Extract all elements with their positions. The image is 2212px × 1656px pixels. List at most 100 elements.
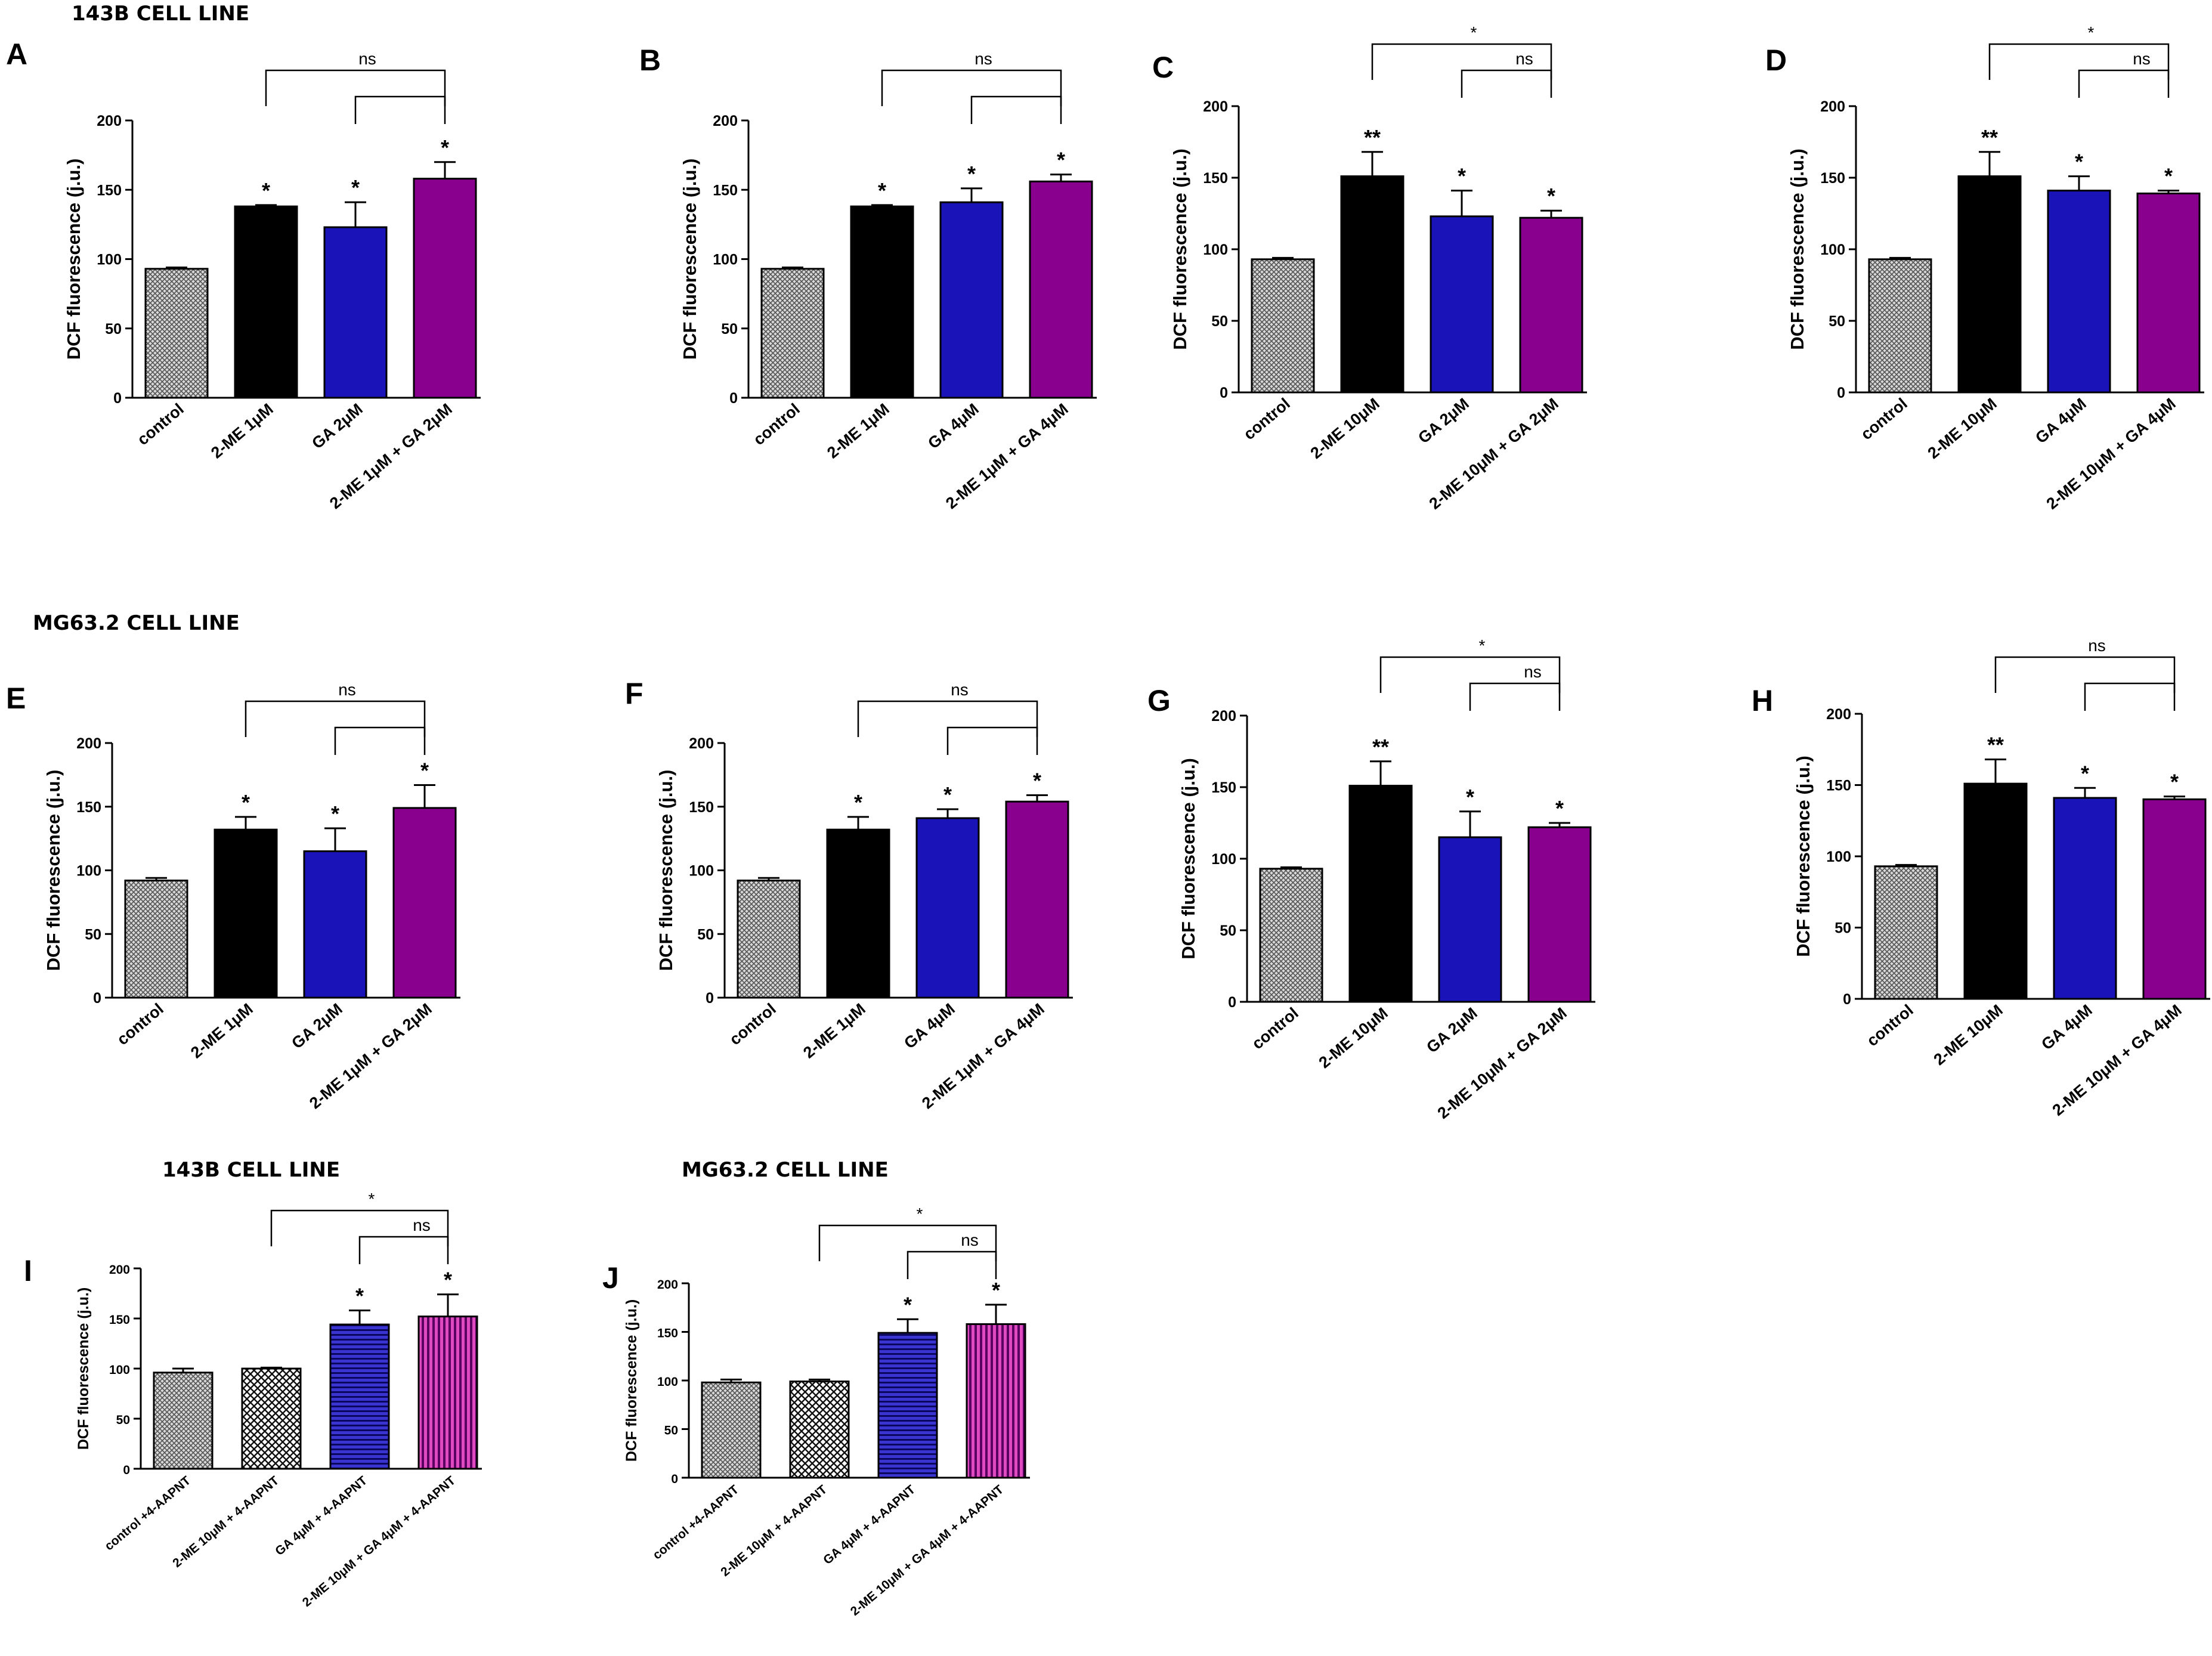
bar bbox=[124, 880, 188, 999]
category-label: control bbox=[1863, 1001, 1916, 1050]
bar bbox=[1874, 865, 1938, 1000]
error-bar bbox=[324, 827, 346, 852]
y-axis-title: DCF fluorescence (j.u.) bbox=[1170, 148, 1190, 350]
bar bbox=[1340, 175, 1404, 394]
chart-panel-a: A DCF fluorescence (j.u.) 0 50 100 150 200 cont… bbox=[6, 38, 481, 512]
bar bbox=[939, 201, 1004, 399]
category-label: control +4-AAPNT bbox=[650, 1482, 741, 1562]
category-label: control bbox=[1240, 395, 1293, 444]
significance-mark: * bbox=[1466, 785, 1474, 809]
section-title-143b-bottom: 143B CELL LINE bbox=[162, 1158, 340, 1182]
chart-panel-i: I DCF fluorescence (j.u.) 0 50 100 150 200 cont… bbox=[24, 1190, 482, 1609]
bar bbox=[1527, 826, 1592, 1003]
significance-mark: * bbox=[2081, 761, 2089, 785]
bracket-label: * bbox=[1479, 636, 1486, 655]
comparison-bracket bbox=[1994, 656, 2176, 693]
significance-mark: * bbox=[1555, 796, 1564, 821]
bar bbox=[144, 268, 209, 399]
significance-mark: * bbox=[420, 758, 429, 782]
comparison-bracket bbox=[334, 726, 426, 755]
y-tick-label: 50 bbox=[116, 1413, 130, 1427]
error-bar bbox=[897, 1318, 918, 1333]
y-tick-label: 50 bbox=[1220, 923, 1236, 939]
y-tick-label: 50 bbox=[105, 321, 122, 338]
error-bar bbox=[345, 201, 366, 228]
bar bbox=[877, 1332, 938, 1479]
y-tick-label: 0 bbox=[93, 990, 101, 1007]
y-tick-label: 200 bbox=[76, 735, 101, 752]
y-axis-title: DCF fluorescence (j.u.) bbox=[75, 1287, 92, 1450]
category-label: control bbox=[1857, 395, 1910, 444]
significance-mark: * bbox=[2170, 770, 2179, 794]
significance-mark: * bbox=[943, 782, 952, 807]
comparison-bracket bbox=[857, 700, 1038, 737]
y-tick-label: 0 bbox=[671, 1472, 678, 1486]
chart-panel-h: H DCF fluorescence (j.u.) 0 50 100 150 200 cont… bbox=[1752, 636, 2210, 1119]
panel-letter: G bbox=[1147, 684, 1171, 717]
y-tick-label: 50 bbox=[721, 321, 738, 338]
panel-letter: E bbox=[6, 682, 26, 715]
significance-mark: * bbox=[1057, 148, 1065, 172]
y-tick-label: 150 bbox=[109, 1313, 130, 1327]
error-bar bbox=[2164, 796, 2185, 800]
category-label: 2-ME 10μM + GA 4μM + 4-AAPNT bbox=[300, 1474, 459, 1609]
error-bar bbox=[414, 784, 435, 808]
bracket-label: * bbox=[2088, 23, 2095, 42]
error-bar bbox=[985, 1304, 1007, 1324]
bar bbox=[2136, 192, 2201, 394]
comparison-bracket bbox=[881, 69, 1062, 106]
panel-letter: H bbox=[1752, 684, 1773, 717]
bracket-label: * bbox=[369, 1190, 375, 1208]
y-tick-label: 0 bbox=[113, 390, 122, 407]
category-label: GA 2μM bbox=[1423, 1004, 1481, 1057]
error-bar bbox=[1451, 190, 1472, 216]
comparison-bracket bbox=[970, 95, 1062, 124]
error-bar bbox=[758, 877, 779, 881]
y-tick-label: 150 bbox=[1826, 778, 1851, 794]
y-tick-label: 100 bbox=[689, 863, 714, 880]
y-tick-label: 0 bbox=[1220, 385, 1228, 401]
category-label: control +4-AAPNT bbox=[102, 1474, 193, 1553]
section-title-143b-top: 143B CELL LINE bbox=[72, 2, 249, 26]
bar bbox=[323, 226, 388, 399]
category-label: GA 4μM bbox=[901, 1000, 958, 1053]
y-tick-label: 150 bbox=[713, 182, 738, 199]
error-bar bbox=[2074, 787, 2096, 798]
bracket-label: ns bbox=[2088, 636, 2106, 655]
significance-mark: * bbox=[1547, 184, 1555, 208]
significance-mark: * bbox=[992, 1278, 1000, 1302]
y-tick-label: 200 bbox=[657, 1278, 678, 1292]
error-bar bbox=[1889, 256, 1911, 259]
significance-mark: * bbox=[854, 790, 862, 815]
significance-mark: ** bbox=[1372, 735, 1389, 759]
category-label: control bbox=[726, 1000, 779, 1049]
bar bbox=[850, 205, 914, 399]
comparison-bracket bbox=[1469, 682, 1561, 711]
error-bar bbox=[1370, 760, 1391, 786]
y-axis-title: DCF fluorescence (j.u.) bbox=[655, 770, 676, 971]
bar bbox=[1251, 258, 1315, 394]
error-bar bbox=[172, 1367, 194, 1373]
category-label: control bbox=[1248, 1004, 1301, 1053]
y-tick-label: 0 bbox=[1843, 991, 1851, 1008]
category-label: control bbox=[750, 400, 803, 449]
y-tick-label: 100 bbox=[1203, 242, 1228, 258]
section-title-mg63-mid: MG63.2 CELL LINE bbox=[33, 611, 240, 635]
significance-mark: * bbox=[2164, 164, 2173, 188]
bar bbox=[737, 880, 801, 999]
bracket-label: ns bbox=[358, 49, 376, 68]
significance-mark: * bbox=[2075, 150, 2083, 174]
bar bbox=[915, 817, 980, 999]
error-bar bbox=[809, 1378, 830, 1382]
bar bbox=[789, 1380, 850, 1479]
error-bar bbox=[434, 161, 456, 179]
y-tick-label: 150 bbox=[1203, 170, 1228, 187]
y-axis-title: DCF fluorescence (j.u.) bbox=[1793, 756, 1814, 957]
bar bbox=[1029, 180, 1093, 399]
comparison-bracket bbox=[907, 1250, 997, 1279]
comparison-bracket bbox=[265, 69, 446, 106]
comparison-bracket bbox=[358, 1236, 449, 1264]
panel-letter: D bbox=[1765, 44, 1787, 77]
error-bar bbox=[1362, 151, 1383, 177]
